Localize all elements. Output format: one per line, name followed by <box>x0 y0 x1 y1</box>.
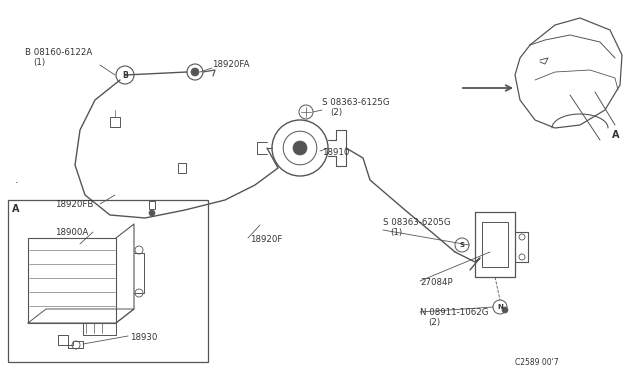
Bar <box>149 201 155 209</box>
Text: 27084P: 27084P <box>420 278 452 287</box>
Text: 18930: 18930 <box>130 333 157 342</box>
Text: S 08363-6125G: S 08363-6125G <box>322 98 390 107</box>
Text: C2589 00'7: C2589 00'7 <box>515 358 559 367</box>
Text: A: A <box>12 204 19 214</box>
Circle shape <box>191 68 199 76</box>
Text: S: S <box>460 242 465 248</box>
Bar <box>110 117 120 127</box>
Bar <box>178 163 186 173</box>
Text: (2): (2) <box>428 318 440 327</box>
Text: 18920FB: 18920FB <box>55 200 93 209</box>
Text: N: N <box>497 304 503 310</box>
Text: (1): (1) <box>33 58 45 67</box>
Text: (2): (2) <box>330 108 342 117</box>
Text: 18920F: 18920F <box>250 235 282 244</box>
Text: S 08363-6205G: S 08363-6205G <box>383 218 451 227</box>
Circle shape <box>293 141 307 155</box>
Text: (1): (1) <box>390 228 402 237</box>
Text: B 08160-6122A: B 08160-6122A <box>25 48 92 57</box>
Bar <box>8 200 208 362</box>
Text: 18920FA: 18920FA <box>212 60 250 69</box>
Text: 18910: 18910 <box>322 148 349 157</box>
Text: A: A <box>612 130 620 140</box>
Text: 18900A: 18900A <box>55 228 88 237</box>
Text: B: B <box>122 71 128 80</box>
Circle shape <box>149 210 155 216</box>
Text: N 08911-1062G: N 08911-1062G <box>420 308 488 317</box>
Text: .: . <box>15 175 19 185</box>
Circle shape <box>502 307 508 313</box>
